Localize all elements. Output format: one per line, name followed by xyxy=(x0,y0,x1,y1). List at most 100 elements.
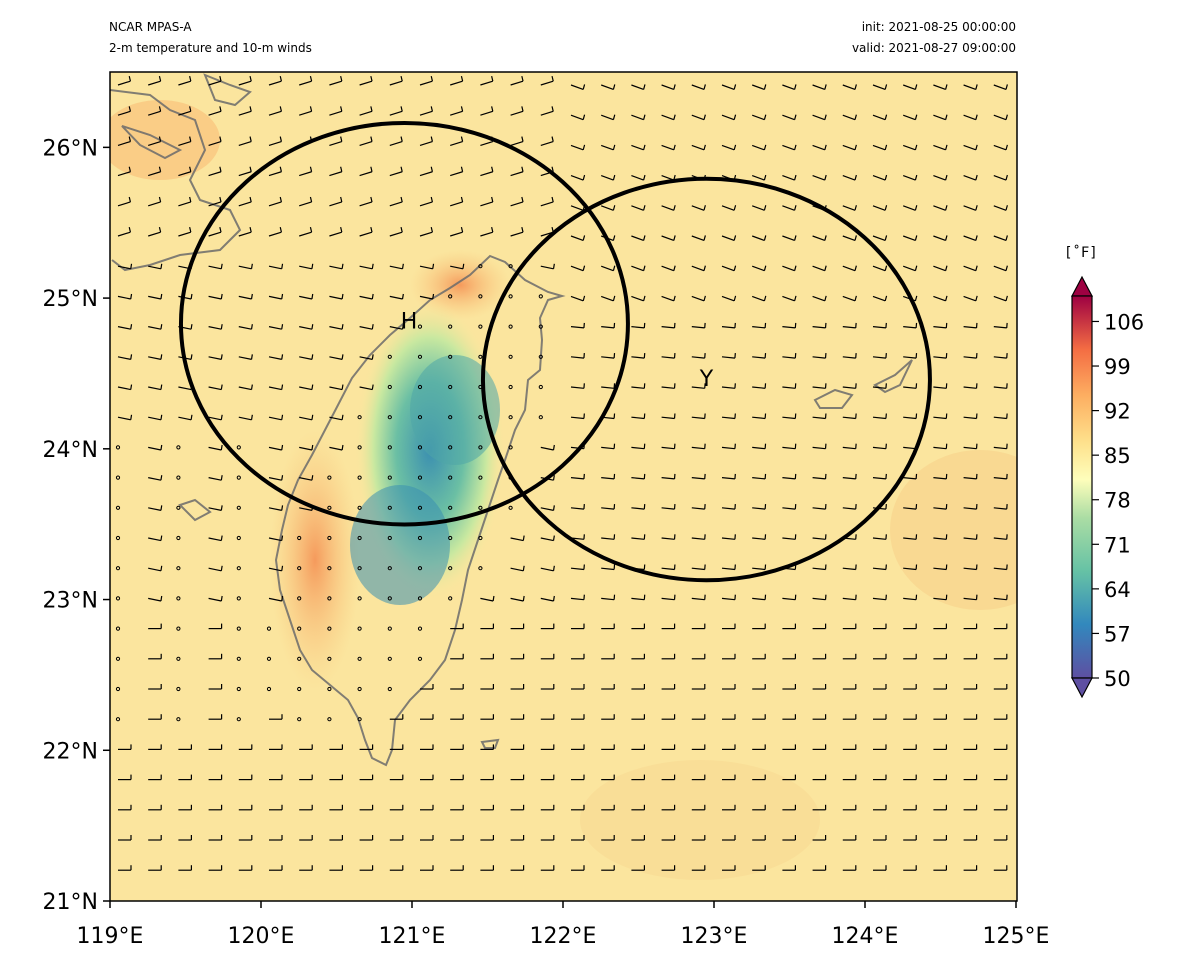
wind-barb xyxy=(148,110,161,116)
wind-barb-flag xyxy=(219,106,222,112)
wind-barb xyxy=(359,201,373,207)
wind-barb-flag xyxy=(824,84,827,90)
wind-barb xyxy=(238,110,252,116)
wind-barb-flag xyxy=(401,293,404,300)
wind-barb-flag xyxy=(281,354,284,360)
wind-barb xyxy=(963,567,977,571)
wind-barb xyxy=(812,567,826,571)
wind-barb xyxy=(631,235,644,242)
wind-barb-flag xyxy=(1005,174,1008,181)
wind-barb xyxy=(842,144,856,151)
wind-barb-flag xyxy=(1005,84,1008,90)
wind-barb xyxy=(751,265,765,272)
wind-barb-flag xyxy=(190,324,193,330)
wind-barb xyxy=(993,144,1007,151)
wind-barb-flag xyxy=(341,263,344,269)
wind-barb xyxy=(631,597,645,601)
wind-barb-flag xyxy=(219,196,222,203)
wind-barb-flag xyxy=(582,295,586,302)
wind-barb-flag xyxy=(160,384,163,390)
wind-barb xyxy=(721,386,735,389)
wind-barb xyxy=(570,356,584,359)
wind-barb xyxy=(540,140,554,146)
wind-barb xyxy=(691,507,705,510)
wind-barb-flag xyxy=(643,205,646,211)
wind-barb-flag xyxy=(340,227,343,233)
wind-barb xyxy=(450,80,463,86)
wind-barb xyxy=(631,114,644,121)
wind-barb xyxy=(993,265,1007,272)
wind-barb-flag xyxy=(733,265,737,271)
wind-barb-flag xyxy=(309,227,313,233)
wind-barb-flag xyxy=(128,106,132,112)
wind-barb-flag xyxy=(160,354,163,360)
wind-barb xyxy=(268,201,282,207)
wind-barb-flag xyxy=(158,166,162,172)
wind-barb-flag xyxy=(370,196,373,203)
wind-barb xyxy=(208,477,222,481)
wind-barb xyxy=(963,537,977,540)
wind-barb xyxy=(842,326,856,329)
calm-wind-marker xyxy=(297,686,302,692)
wind-barb-flag xyxy=(128,166,132,172)
wind-barb xyxy=(238,265,252,270)
wind-barb-flag xyxy=(220,263,223,269)
wind-barb xyxy=(751,144,765,151)
calm-wind-marker xyxy=(176,626,181,631)
wind-barb-flag xyxy=(551,106,554,112)
wind-barb xyxy=(208,597,222,602)
calm-wind-marker xyxy=(387,626,392,631)
wind-barb-flag xyxy=(703,295,706,302)
wind-barb-flag xyxy=(158,196,162,203)
wind-barb xyxy=(299,171,312,177)
wind-barb xyxy=(751,295,765,302)
wind-barb xyxy=(721,537,735,540)
calm-wind-marker xyxy=(508,294,513,299)
wind-barb xyxy=(208,80,222,86)
wind-barb-flag xyxy=(279,196,283,203)
wind-barb-flag xyxy=(250,293,253,300)
wind-barb-flag xyxy=(552,475,555,481)
wind-barb-flag xyxy=(341,324,344,330)
wind-barb-flag xyxy=(460,106,464,112)
calm-wind-marker xyxy=(236,475,241,480)
wind-barb xyxy=(359,80,373,86)
wind-barb-flag xyxy=(884,114,888,120)
wind-barb xyxy=(450,110,463,116)
wind-barb xyxy=(419,265,433,270)
wind-barb xyxy=(933,175,946,181)
calm-wind-marker xyxy=(266,626,272,631)
wind-barb-flag xyxy=(281,263,284,269)
wind-barb xyxy=(238,416,252,421)
wind-barb xyxy=(359,356,373,360)
wind-barb xyxy=(208,171,222,177)
wind-barb xyxy=(540,446,554,451)
wind-barb xyxy=(661,416,675,420)
wind-barb xyxy=(329,416,343,421)
wind-barb xyxy=(600,295,614,302)
wind-barb xyxy=(691,235,705,242)
wind-barb xyxy=(389,201,403,207)
calm-wind-marker xyxy=(297,656,302,661)
wind-barb xyxy=(329,140,342,146)
colorbar-tick-label: 71 xyxy=(1104,533,1131,557)
calm-wind-marker xyxy=(387,686,392,692)
wind-barb-flag xyxy=(340,166,343,172)
wind-barb xyxy=(178,80,191,86)
wind-barb xyxy=(872,416,886,420)
wind-barb-flag xyxy=(430,106,434,112)
wind-barbs xyxy=(115,76,1008,871)
wind-barb xyxy=(148,446,162,451)
wind-barb xyxy=(178,201,191,207)
wind-barb xyxy=(631,84,644,91)
calm-wind-marker xyxy=(357,717,362,722)
wind-barb xyxy=(208,265,222,270)
wind-barb xyxy=(389,265,403,270)
wind-barb xyxy=(510,231,524,237)
calm-wind-marker xyxy=(176,686,181,692)
wind-barb-flag xyxy=(309,196,313,203)
wind-barb xyxy=(238,80,252,86)
wind-barb-flag xyxy=(309,106,313,112)
wind-barb xyxy=(842,416,856,420)
wind-barb-flag xyxy=(281,535,284,541)
